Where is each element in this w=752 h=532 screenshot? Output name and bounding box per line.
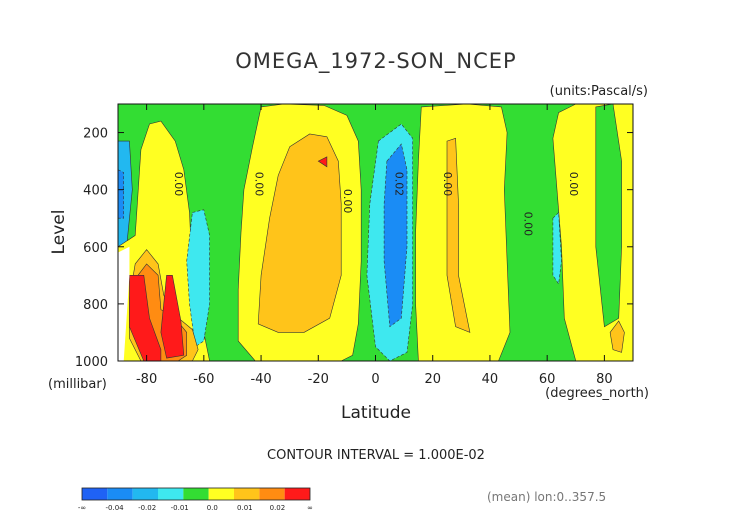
- contour-label: 0.00: [252, 172, 265, 197]
- plot-area: 0.00 0.00 0.00 0.02 0.00 0.00 0.00: [117, 103, 634, 362]
- colorbar-swatch: [158, 488, 184, 500]
- x-tick-label: -60: [193, 372, 214, 387]
- chart-title: OMEGA_1972-SON_NCEP: [235, 49, 516, 74]
- contour-region: [552, 211, 562, 285]
- colorbar-swatch: [284, 488, 310, 500]
- y-axis-title: Level: [49, 210, 69, 255]
- units-note: (units:Pascal/s): [550, 84, 648, 99]
- colorbar-swatch: [107, 488, 133, 500]
- contour-labels: 0.00 0.00 0.00 0.02 0.00 0.00 0.00: [172, 172, 580, 236]
- contour-label: 0.00: [341, 189, 354, 214]
- contour-region: [257, 133, 342, 333]
- contour-interval-text: CONTOUR INTERVAL = 1.000E-02: [267, 448, 485, 463]
- contour-region: [609, 320, 625, 353]
- colorbar-swatch: [259, 488, 285, 500]
- colorbar-label: 0.02: [270, 504, 286, 512]
- colorbar-label: 0.0: [207, 504, 218, 512]
- colorbar-label: -0.02: [138, 504, 156, 512]
- x-tick-label: -80: [136, 372, 157, 387]
- x-tick-label: -20: [308, 372, 329, 387]
- colorbar: -∞ -0.04 -0.02 -0.01 0.0 0.01 0.02 ∞: [78, 487, 313, 512]
- contour-region: [415, 103, 511, 362]
- contour-label: 0.00: [567, 172, 580, 197]
- contour-label: 0.02: [393, 172, 406, 197]
- colorbar-frame: [81, 487, 311, 501]
- colorbar-label: ∞: [307, 504, 313, 512]
- x-tick-label: -40: [250, 372, 271, 387]
- y-tick-label: 400: [83, 184, 108, 199]
- colorbar-label: 0.01: [237, 504, 253, 512]
- contour-region: [383, 143, 408, 328]
- colorbar-swatch: [82, 488, 108, 500]
- y-axis: 200 400 600 800 1000: [75, 127, 633, 370]
- contour-label: 0.00: [172, 172, 185, 197]
- contour-region: [129, 274, 162, 362]
- contour-region: [317, 156, 328, 168]
- y-tick-label: 200: [83, 127, 108, 142]
- contour-region: [446, 137, 471, 333]
- x-tick-label: 60: [539, 372, 556, 387]
- contour-region: [186, 209, 210, 348]
- colorbar-label: -∞: [78, 504, 86, 512]
- y-tick-label: 800: [83, 298, 108, 313]
- colorbar-swatch: [183, 488, 209, 500]
- y-tick-label: 600: [83, 241, 108, 256]
- contour-region: [117, 169, 124, 219]
- colorbar-swatch: [132, 488, 158, 500]
- x-axis: -80 -60 -40 -20 0 20 40 60 80: [136, 104, 613, 387]
- colorbar-label: -0.01: [171, 504, 189, 512]
- y-tick-label: 1000: [75, 355, 108, 370]
- y-unit-label: (millibar): [48, 377, 107, 392]
- x-tick-label: 40: [482, 372, 499, 387]
- contour-label: 0.00: [441, 172, 454, 197]
- colorbar-swatch: [208, 488, 234, 500]
- colorbar-label: -0.04: [106, 504, 125, 512]
- x-unit-label: (degrees_north): [545, 386, 649, 401]
- contour-label: 0.00: [521, 212, 534, 237]
- x-tick-label: 20: [424, 372, 441, 387]
- x-tick-label: 0: [371, 372, 379, 387]
- contour-fills: [117, 103, 634, 362]
- contour-region: [160, 274, 185, 359]
- footnote: (mean) lon:0..357.5: [487, 490, 606, 504]
- colorbar-swatch: [234, 488, 260, 500]
- x-axis-title: Latitude: [341, 403, 411, 423]
- contour-region: [595, 103, 622, 328]
- x-tick-label: 80: [596, 372, 613, 387]
